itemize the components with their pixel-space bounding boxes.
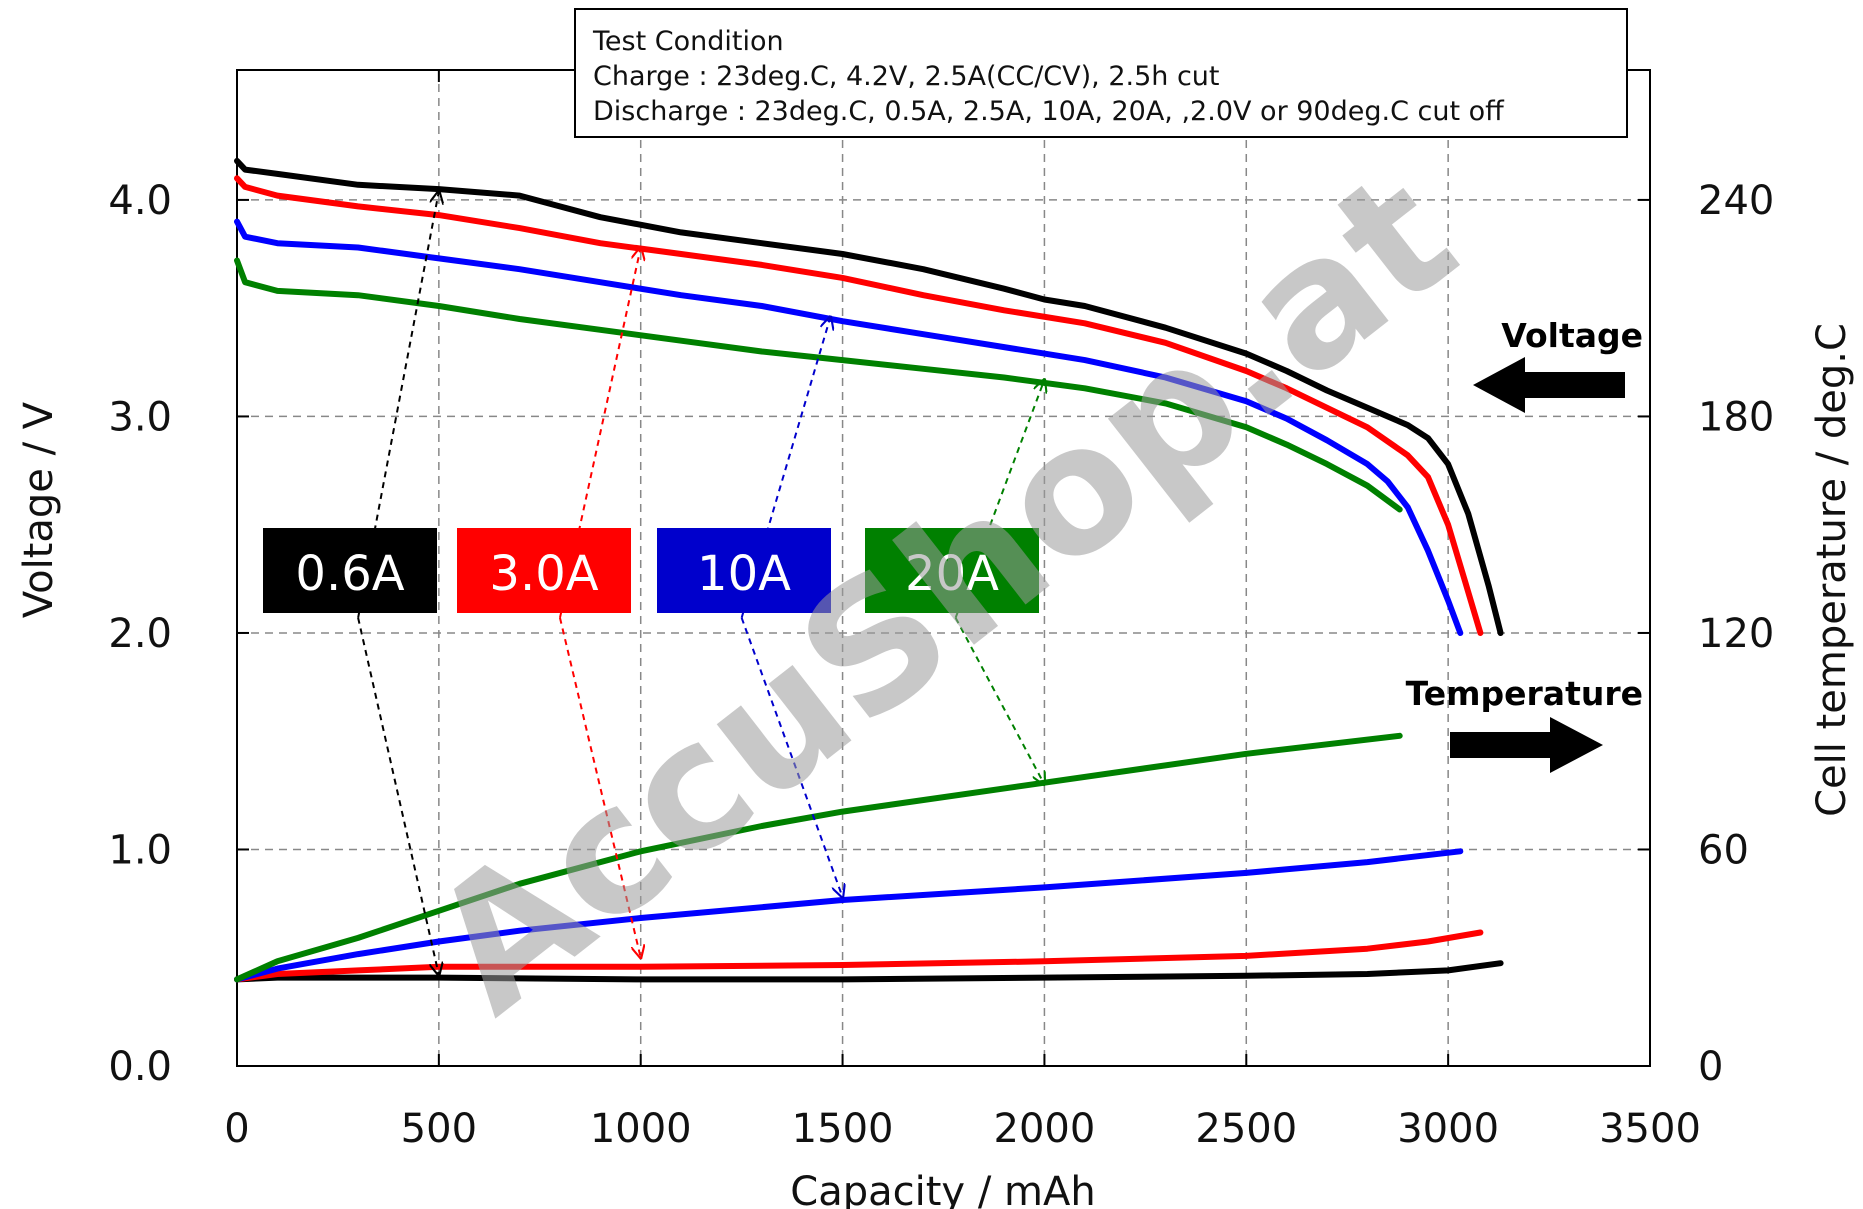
y2-tick-label: 60 [1698,827,1749,873]
series-temperature-20a [234,732,1403,983]
y-axis-label: Voltage / V [16,401,62,618]
series-voltage-20a [234,257,1403,513]
legend-label-3-0a: 3.0A [489,546,598,602]
test-condition-box: Test Condition Charge : 23deg.C, 4.2V, 2… [574,8,1628,138]
voltage-annotation-label: Voltage [1501,316,1643,355]
pointer-arrow [954,380,1045,619]
pointer-arrows [357,191,1045,975]
y2-axis-label: Cell temperature / deg.C [1809,323,1855,817]
y2-tick-label: 240 [1698,178,1774,224]
x-tick-label: 3000 [1397,1106,1499,1152]
series-voltage-10a [234,218,1464,636]
series-voltage-3-0a [234,175,1484,636]
pointer-arrow [558,617,641,958]
left-arrow-icon [1473,357,1625,413]
test-condition-frame [574,8,1628,138]
test-condition-charge: Charge : 23deg.C, 4.2V, 2.5A(CC/CV), 2.5… [593,61,1220,92]
grid-lines [237,70,1650,1066]
y-tick-label: 3.0 [108,394,172,440]
y-tick-label: 1.0 [108,827,172,873]
legend-label-0-6a: 0.6A [295,546,404,602]
legend-box-0-6a [263,528,437,613]
x-tick-label: 1500 [792,1106,894,1152]
right-arrow-icon [1450,717,1603,773]
temperature-annotation-label: Temperature [1406,674,1643,713]
y-tick-label: 0.0 [108,1044,172,1090]
series-temperature-10a [234,848,1464,983]
y2-tick-label: 0 [1698,1044,1723,1090]
pointer-arrow [558,248,641,619]
x-tick-label: 3500 [1599,1106,1701,1152]
y2-tick-label: 180 [1698,394,1774,440]
x-tick-label: 2500 [1195,1106,1297,1152]
legend-label-10a: 10A [697,546,791,602]
legend-box-3-0a [457,528,631,613]
series-temperature-3-0a [234,929,1484,983]
x-tick-label: 0 [224,1106,249,1152]
axis-ticks: 0 500 1000 1500 2000 2500 3000 3500 0.0 1.0 2.0 3.0… [108,70,1774,1152]
x-axis-label: Capacity / mAh [790,1169,1095,1209]
series-temperature-0-6a [234,960,1504,983]
legend-box-10a [657,528,831,613]
x-tick-label: 1000 [590,1106,692,1152]
legend: 0.6A 3.0A 10A 20A [263,528,1039,613]
pointer-arrow [740,617,843,897]
y-tick-label: 4.0 [108,178,172,224]
pointer-arrow [954,617,1045,785]
voltage-annotation: Voltage [1473,316,1643,413]
temperature-annotation: Temperature [1406,674,1643,773]
y2-tick-label: 120 [1698,611,1774,657]
pointer-arrow [740,317,831,619]
legend-label-20a: 20A [905,546,999,602]
legend-box-20a [865,528,1039,613]
test-condition-title: Test Condition [592,26,784,57]
test-condition-discharge: Discharge : 23deg.C, 0.5A, 2.5A, 10A, 20… [593,96,1505,127]
y-tick-label: 2.0 [108,611,172,657]
x-tick-label: 500 [401,1106,477,1152]
x-tick-label: 2000 [994,1106,1096,1152]
